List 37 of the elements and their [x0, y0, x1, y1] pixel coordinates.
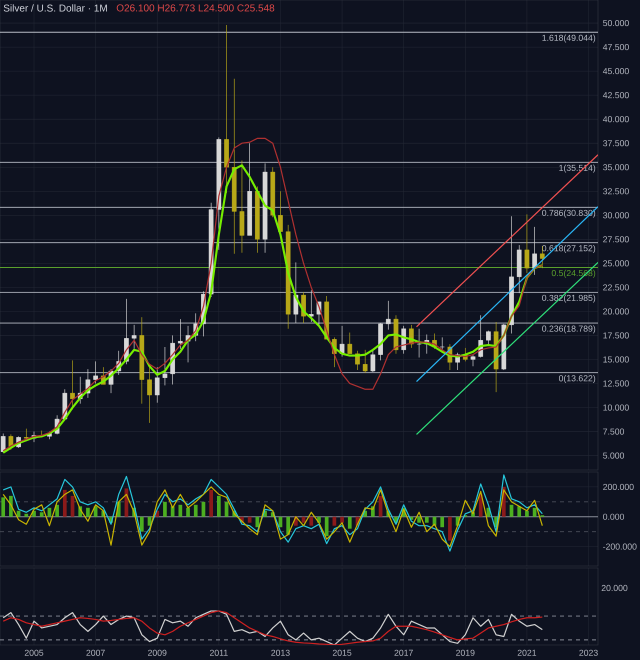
y-tick-label: 45.000 — [602, 68, 629, 74]
y-tick-label: 15.000 — [603, 356, 629, 363]
y-tick-label: 40.000 — [602, 116, 629, 122]
y-tick-label: 37.500 — [603, 140, 629, 146]
y-tick-label: 50.000 — [603, 20, 629, 26]
y-tick-label: 25.000 — [603, 260, 629, 266]
y-tick-label: 10.000 — [603, 404, 629, 411]
y-tick-label: 32.500 — [603, 188, 629, 194]
ref-line-label: 1.618(49.044) — [542, 34, 596, 43]
y-tick-label: 200.000 — [603, 484, 634, 490]
ref-line-label: 0.236(18.789) — [542, 325, 596, 334]
y-tick-label: 17.500 — [603, 332, 629, 338]
y-tick-label: 12.500 — [603, 380, 629, 387]
x-tick-label: 2009 — [148, 650, 166, 656]
y-tick-label: 0.000 — [603, 514, 624, 520]
y-tick-label: 27.500 — [603, 236, 629, 242]
y-tick-label: 47.500 — [602, 44, 629, 50]
y-tick-label: 5.000 — [603, 452, 624, 459]
annotation: O26.100 H26.773 L24.500 C25.548 — [116, 4, 274, 12]
y-tick-label: -200.000 — [603, 544, 637, 550]
chart-title: Silver / U.S. Dollar · 1M — [4, 4, 107, 12]
x-tick-label: 2007 — [86, 650, 105, 656]
y-tick-label: 42.500 — [602, 92, 629, 98]
y-tick-label: 22.500 — [603, 284, 629, 290]
x-tick-label: 2015 — [332, 650, 352, 656]
x-tick-label: 2021 — [518, 650, 536, 656]
x-tick-label: 2017 — [394, 650, 413, 656]
x-tick-label: 2013 — [271, 650, 290, 656]
y-tick-label: 20.000 — [603, 308, 629, 314]
x-tick-label: 2005 — [24, 650, 44, 656]
x-tick-label: 2023 — [579, 650, 598, 656]
y-tick-label: 7.500 — [603, 428, 624, 435]
x-tick-label: 2011 — [210, 650, 228, 656]
x-tick-label: 2019 — [456, 650, 475, 656]
y-tick-label: 35.000 — [603, 164, 629, 170]
y-tick-label: 30.000 — [603, 212, 629, 218]
ref-line-label: 0(13.622) — [558, 374, 596, 384]
